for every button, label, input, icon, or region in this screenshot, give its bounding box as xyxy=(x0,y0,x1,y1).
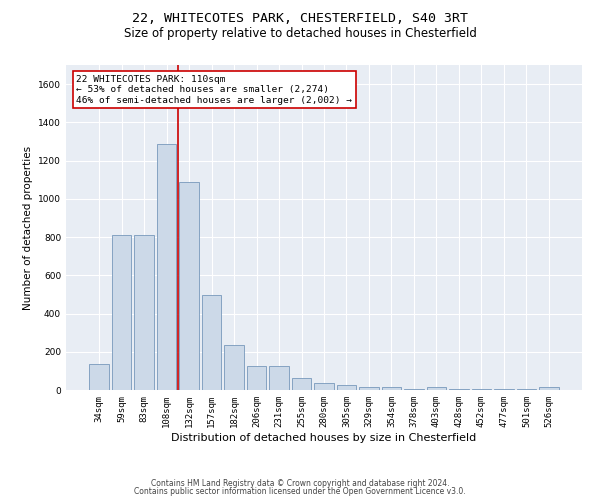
Bar xyxy=(112,235,131,390)
Bar xyxy=(179,182,199,390)
Bar xyxy=(202,296,221,390)
Bar xyxy=(224,344,244,390)
Y-axis label: Number of detached properties: Number of detached properties xyxy=(23,146,32,310)
Bar xyxy=(539,387,559,390)
Bar xyxy=(382,387,401,390)
Bar xyxy=(157,144,176,390)
Bar xyxy=(292,378,311,390)
Bar xyxy=(269,366,289,390)
Bar xyxy=(314,382,334,390)
Bar xyxy=(89,364,109,390)
Bar xyxy=(247,366,266,390)
Bar xyxy=(134,235,154,390)
X-axis label: Distribution of detached houses by size in Chesterfield: Distribution of detached houses by size … xyxy=(172,432,476,442)
Bar xyxy=(359,387,379,390)
Text: 22, WHITECOTES PARK, CHESTERFIELD, S40 3RT: 22, WHITECOTES PARK, CHESTERFIELD, S40 3… xyxy=(132,12,468,26)
Text: Contains HM Land Registry data © Crown copyright and database right 2024.: Contains HM Land Registry data © Crown c… xyxy=(151,478,449,488)
Text: Size of property relative to detached houses in Chesterfield: Size of property relative to detached ho… xyxy=(124,28,476,40)
Bar xyxy=(337,384,356,390)
Text: Contains public sector information licensed under the Open Government Licence v3: Contains public sector information licen… xyxy=(134,487,466,496)
Bar xyxy=(427,387,446,390)
Text: 22 WHITECOTES PARK: 110sqm
← 53% of detached houses are smaller (2,274)
46% of s: 22 WHITECOTES PARK: 110sqm ← 53% of deta… xyxy=(76,74,352,104)
